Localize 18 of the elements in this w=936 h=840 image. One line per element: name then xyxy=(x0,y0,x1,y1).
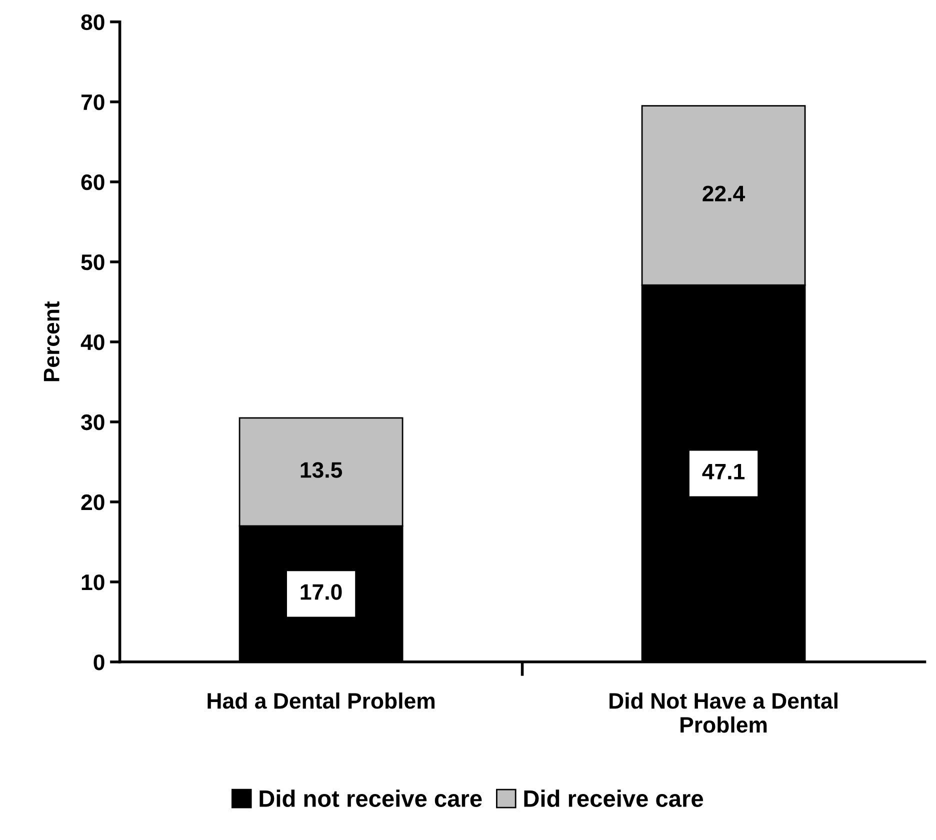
legend-label: Did not receive care xyxy=(260,790,482,807)
legend-label: Did receive care xyxy=(524,790,704,807)
y-tick-label: 0 xyxy=(94,654,104,670)
data-label: 13.5 xyxy=(300,462,342,478)
y-tick-label: 30 xyxy=(81,414,104,430)
y-tick-label: 60 xyxy=(81,174,104,190)
data-label: 47.1 xyxy=(702,464,745,480)
data-label: 17.0 xyxy=(300,584,342,600)
y-tick-label: 50 xyxy=(81,254,104,270)
y-tick-label: 10 xyxy=(82,574,104,590)
y-tick-label: 70 xyxy=(81,94,104,110)
y-tick-label: 40 xyxy=(80,334,104,350)
data-label: 22.4 xyxy=(702,186,746,202)
y-axis-title: Percent xyxy=(44,301,60,382)
y-tick-label: 80 xyxy=(81,14,104,30)
y-tick-label: 20 xyxy=(81,494,104,510)
x-tick-label: Had a Dental Problem xyxy=(208,692,435,709)
x-tick-label: Did Not Have a Dental Problem xyxy=(610,692,838,733)
